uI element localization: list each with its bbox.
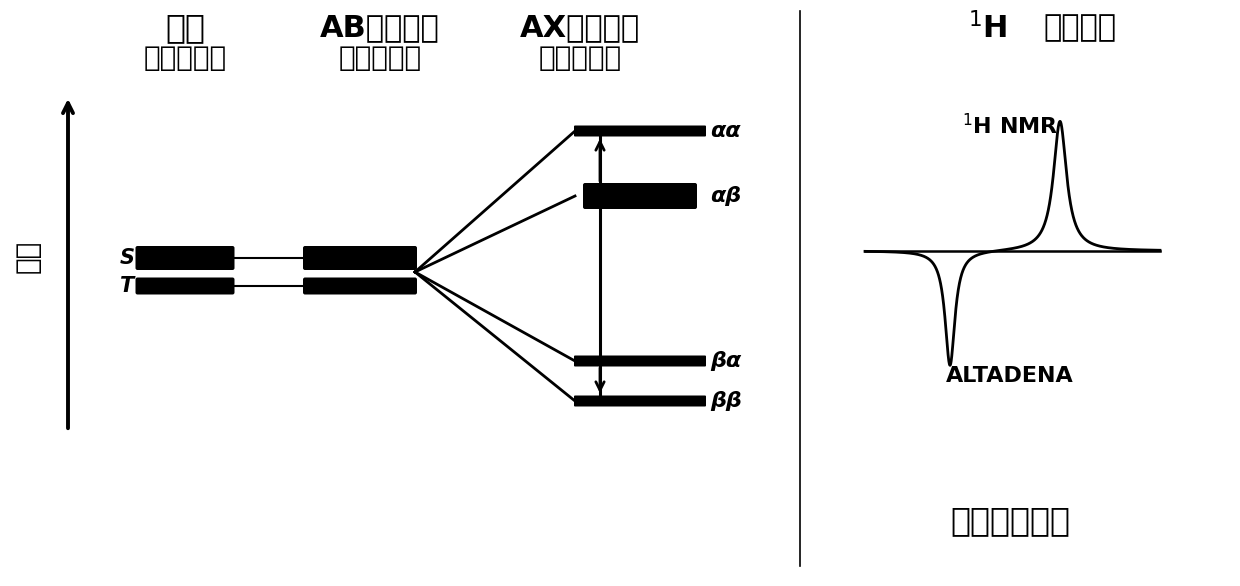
Text: AB自旋系统: AB自旋系统 — [320, 13, 440, 43]
Text: $^{1}$H: $^{1}$H — [967, 12, 1011, 45]
FancyBboxPatch shape — [574, 356, 706, 366]
Text: 低场极化方法: 低场极化方法 — [950, 505, 1070, 537]
Text: 核磁信号: 核磁信号 — [1044, 13, 1116, 43]
FancyBboxPatch shape — [574, 396, 706, 407]
FancyBboxPatch shape — [303, 278, 417, 295]
Text: αα: αα — [711, 121, 740, 141]
FancyBboxPatch shape — [135, 278, 234, 295]
Text: 仲氢: 仲氢 — [165, 12, 205, 45]
Text: T: T — [120, 276, 134, 296]
Text: $^{1}$H NMR: $^{1}$H NMR — [962, 114, 1058, 139]
Text: （低磁场）: （低磁场） — [339, 44, 422, 72]
FancyBboxPatch shape — [574, 125, 706, 137]
Text: ALTADENA: ALTADENA — [946, 366, 1074, 386]
Text: αβ: αβ — [711, 186, 742, 206]
Text: AX自旋系统: AX自旋系统 — [520, 13, 640, 43]
Text: 能量: 能量 — [14, 239, 42, 272]
FancyBboxPatch shape — [135, 246, 234, 270]
FancyBboxPatch shape — [303, 246, 417, 270]
Text: βα: βα — [711, 351, 742, 371]
FancyBboxPatch shape — [583, 183, 697, 209]
Text: （低磁场）: （低磁场） — [144, 44, 227, 72]
Text: （高磁场）: （高磁场） — [538, 44, 621, 72]
Text: S: S — [119, 248, 134, 268]
Text: ββ: ββ — [711, 391, 742, 411]
